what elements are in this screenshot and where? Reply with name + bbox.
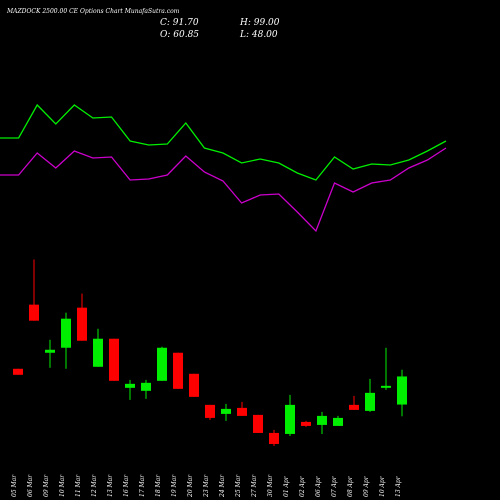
line-series: [0, 147, 447, 233]
x-tick-label: 20 Mar: [187, 474, 194, 498]
close-stat: C: 91.70: [160, 18, 199, 28]
x-tick-label: 27 Mar: [251, 474, 258, 498]
x-tick-label: 10 Mar: [59, 474, 66, 497]
candle-body: [77, 307, 87, 341]
candle-body: [93, 338, 103, 367]
x-tick-label: 16 Mar: [123, 474, 130, 497]
x-tick-label: 09 Mar: [43, 474, 50, 497]
candle-body: [365, 392, 375, 411]
x-tick-label: 10 Apr: [379, 475, 386, 497]
candle-body: [349, 404, 359, 410]
x-tick-label: 24 Mar: [219, 474, 226, 498]
x-tick-label: 12 Mar: [91, 474, 98, 497]
x-tick-label: 30 Mar: [267, 474, 274, 497]
candle-body: [205, 404, 215, 418]
x-tick-label: 13 Apr: [395, 475, 402, 497]
x-tick-label: 11 Mar: [75, 474, 82, 497]
open-stat: O: 60.85: [160, 30, 199, 40]
x-tick-label: 08 Apr: [347, 475, 354, 497]
candle-body: [109, 338, 119, 381]
candle-body: [333, 417, 343, 426]
low-stat: L: 48.00: [239, 30, 278, 40]
x-tick-label: 23 Mar: [203, 474, 210, 498]
candle-body: [125, 383, 135, 388]
candle-body: [29, 304, 39, 321]
line-series: [0, 103, 447, 181]
candle-body: [237, 407, 247, 416]
x-tick-label: 17 Mar: [139, 474, 146, 497]
x-tick-label: 06 Apr: [315, 475, 322, 497]
candle-body: [173, 352, 183, 389]
candle-body: [221, 408, 231, 414]
x-tick-label: 01 Apr: [283, 475, 290, 497]
candle-body: [45, 349, 55, 353]
candle-body: [269, 432, 279, 444]
x-tick-label: 18 Mar: [155, 474, 162, 497]
candle-body: [285, 404, 295, 434]
chart-title: MAZDOCK 2500.00 CE Options Chart MunafaS…: [6, 8, 180, 15]
candle-body: [157, 347, 167, 381]
x-tick-label: 06 Mar: [27, 474, 34, 497]
candle-body: [61, 318, 71, 348]
candle-body: [397, 376, 407, 405]
x-tick-label: 02 Apr: [299, 475, 306, 497]
candle-body: [317, 415, 327, 425]
candle-body: [301, 421, 311, 426]
x-tick-label: 19 Mar: [171, 474, 178, 497]
x-tick-label: 25 Mar: [235, 474, 242, 498]
high-stat: H: 99.00: [239, 18, 280, 28]
candle-body: [189, 373, 199, 397]
candle-body: [141, 382, 151, 391]
x-tick-label: 13 Mar: [107, 474, 114, 497]
x-tick-label: 05 Mar: [11, 474, 18, 497]
x-tick-label: 07 Apr: [331, 475, 338, 497]
x-tick-label: 09 Apr: [363, 475, 370, 497]
candle-body: [381, 385, 391, 388]
candle-body: [253, 414, 263, 433]
candle-body: [13, 368, 23, 375]
